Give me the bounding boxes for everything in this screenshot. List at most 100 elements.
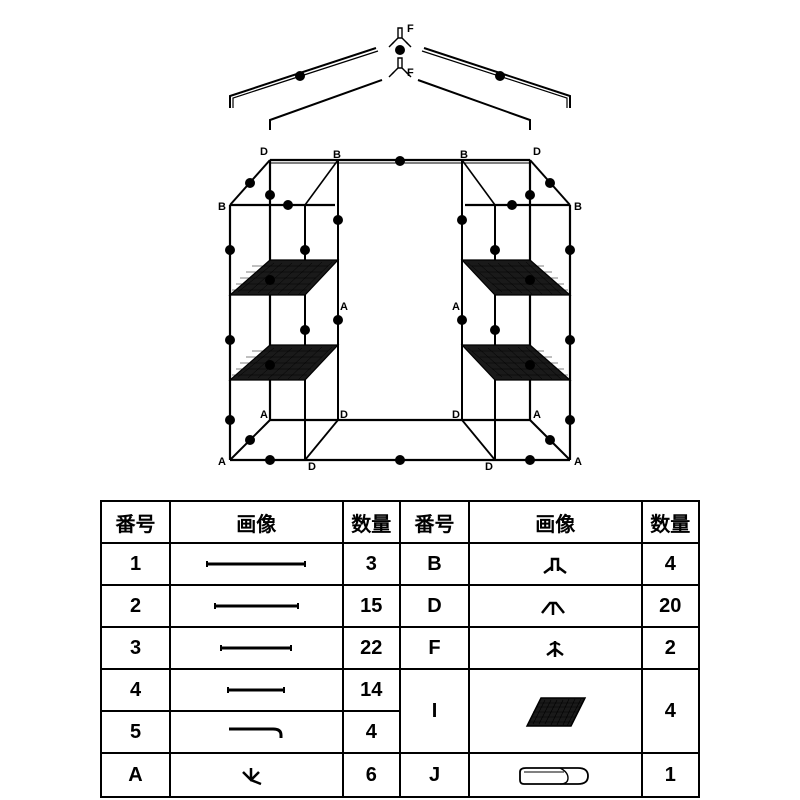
label-a-br2: A [533, 409, 541, 421]
cell-qty: 14 [343, 669, 401, 711]
label-d-bl2: D [340, 409, 348, 421]
cell-num: D [400, 585, 469, 627]
label-d-tr: D [533, 146, 541, 158]
cell-img-tube-1 [170, 543, 343, 585]
header-qty-left: 数量 [343, 501, 401, 543]
table-row: A 6 J 1 [101, 753, 699, 797]
label-a-br1: A [574, 456, 582, 468]
shelf-left-upper [230, 260, 338, 295]
cell-qty: 2 [642, 627, 700, 669]
svg-text:3: 3 [228, 336, 233, 345]
cell-num: A [101, 753, 170, 797]
cell-img-connector-d [469, 585, 642, 627]
svg-text:2: 2 [398, 46, 403, 55]
svg-text:3: 3 [228, 416, 233, 425]
svg-text:2: 2 [493, 246, 498, 255]
svg-text:2: 2 [460, 316, 465, 325]
svg-text:4: 4 [268, 276, 273, 285]
shelf-left-lower [230, 345, 338, 380]
cell-qty: 4 [642, 669, 700, 753]
cell-num: 3 [101, 627, 170, 669]
header-num-right: 番号 [400, 501, 469, 543]
svg-text:4: 4 [548, 436, 553, 445]
cell-num: F [400, 627, 469, 669]
cell-img-tube-3 [170, 627, 343, 669]
svg-text:3: 3 [336, 216, 341, 225]
label-d-br2: D [452, 409, 460, 421]
cell-img-tube-2 [170, 585, 343, 627]
svg-text:4: 4 [528, 456, 533, 465]
cell-num: 5 [101, 711, 170, 753]
shelf-right-upper [462, 260, 570, 295]
cell-qty: 15 [343, 585, 401, 627]
svg-text:2: 2 [336, 316, 341, 325]
svg-text:4: 4 [528, 276, 533, 285]
svg-text:4: 4 [528, 361, 533, 370]
label-a-mr: A [452, 301, 460, 313]
parts-table-container: 番号 画像 数量 番号 画像 数量 1 3 B 4 2 15 D 20 3 [100, 500, 700, 798]
label-d-tl: D [260, 146, 268, 158]
table-row: 2 15 D 20 [101, 585, 699, 627]
svg-text:5: 5 [298, 72, 303, 81]
cell-num: J [400, 753, 469, 797]
cell-qty: 20 [642, 585, 700, 627]
cell-img-connector-f [469, 627, 642, 669]
cell-qty: 4 [642, 543, 700, 585]
svg-text:2: 2 [303, 246, 308, 255]
table-row: 3 22 F 2 [101, 627, 699, 669]
cell-qty: 3 [343, 543, 401, 585]
header-img-left: 画像 [170, 501, 343, 543]
svg-text:4: 4 [268, 361, 273, 370]
shelf-right-lower [462, 345, 570, 380]
svg-text:5: 5 [498, 72, 503, 81]
svg-text:3: 3 [268, 191, 273, 200]
assembly-diagram: F 5 5 F 2 1 D D B B 4 4 [120, 20, 680, 490]
label-a-ml: A [340, 301, 348, 313]
cell-qty: 6 [343, 753, 401, 797]
label-f-2: F [407, 67, 414, 79]
label-f-1: F [407, 23, 414, 35]
svg-text:4: 4 [248, 179, 253, 188]
table-header-row: 番号 画像 数量 番号 画像 数量 [101, 501, 699, 543]
cell-qty: 1 [642, 753, 700, 797]
cell-num: 4 [101, 669, 170, 711]
cell-qty: 22 [343, 627, 401, 669]
cell-img-cover-j [469, 753, 642, 797]
svg-text:3: 3 [460, 216, 465, 225]
svg-text:3: 3 [228, 246, 233, 255]
label-a-bl2: A [260, 409, 268, 421]
label-b-ml: B [218, 201, 226, 213]
header-img-right: 画像 [469, 501, 642, 543]
cell-num: I [400, 669, 469, 753]
label-d-bl1: D [308, 461, 316, 473]
parts-table: 番号 画像 数量 番号 画像 数量 1 3 B 4 2 15 D 20 3 [100, 500, 700, 798]
label-b-mr: B [574, 201, 582, 213]
svg-text:3: 3 [528, 191, 533, 200]
svg-text:4: 4 [286, 201, 291, 210]
cell-img-connector-a [170, 753, 343, 797]
cell-num: 1 [101, 543, 170, 585]
header-num-left: 番号 [101, 501, 170, 543]
cell-img-mesh-shelf [469, 669, 642, 753]
label-b-tr: B [460, 149, 468, 161]
svg-text:3: 3 [568, 336, 573, 345]
table-row: 4 14 I 4 [101, 669, 699, 711]
cell-img-tube-4 [170, 669, 343, 711]
cell-qty: 4 [343, 711, 401, 753]
svg-text:3: 3 [303, 326, 308, 335]
table-row: 1 3 B 4 [101, 543, 699, 585]
label-d-br1: D [485, 461, 493, 473]
svg-text:3: 3 [568, 246, 573, 255]
svg-text:1: 1 [398, 157, 403, 166]
cell-img-hook-5 [170, 711, 343, 753]
label-b-tl: B [333, 149, 341, 161]
svg-text:3: 3 [568, 416, 573, 425]
svg-text:4: 4 [248, 436, 253, 445]
svg-text:4: 4 [510, 201, 515, 210]
svg-text:3: 3 [493, 326, 498, 335]
cell-num: B [400, 543, 469, 585]
svg-text:1: 1 [398, 456, 403, 465]
header-qty-right: 数量 [642, 501, 700, 543]
cell-num: 2 [101, 585, 170, 627]
svg-text:4: 4 [548, 179, 553, 188]
